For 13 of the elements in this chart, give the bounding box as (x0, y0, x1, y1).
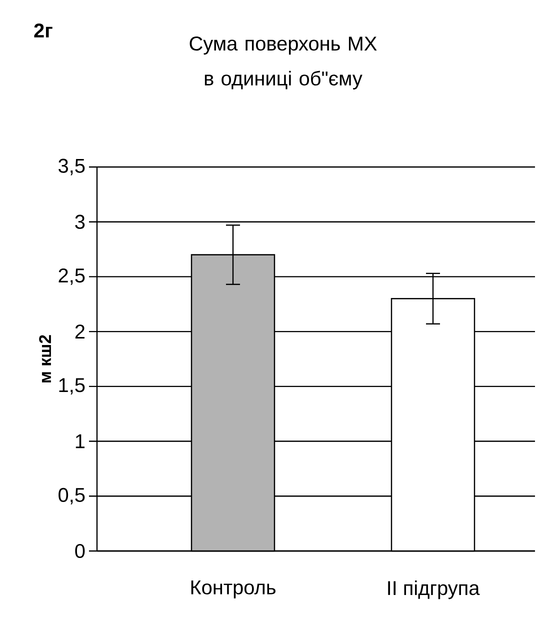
y-tick-label: 3 (75, 214, 85, 229)
x-tick-label: Контроль (191, 580, 276, 598)
x-tick-label: ІІ підгрупа (388, 580, 480, 600)
y-tick-label: 2,5 (58, 268, 85, 285)
chart-title: Сума поверхонь МХ в одиниці об"єму (190, 36, 377, 90)
y-tick-label: 0 (75, 544, 85, 558)
y-tick-label: 1 (76, 434, 85, 448)
y-tick-label: 2 (75, 324, 84, 339)
y-tick-label: 1,5 (59, 378, 85, 395)
y-tick-label: 0,5 (58, 488, 85, 504)
y-axis-title: м кш2 (39, 335, 51, 382)
y-tick-label: 3,5 (58, 158, 85, 176)
text: 2г (34, 24, 52, 38)
